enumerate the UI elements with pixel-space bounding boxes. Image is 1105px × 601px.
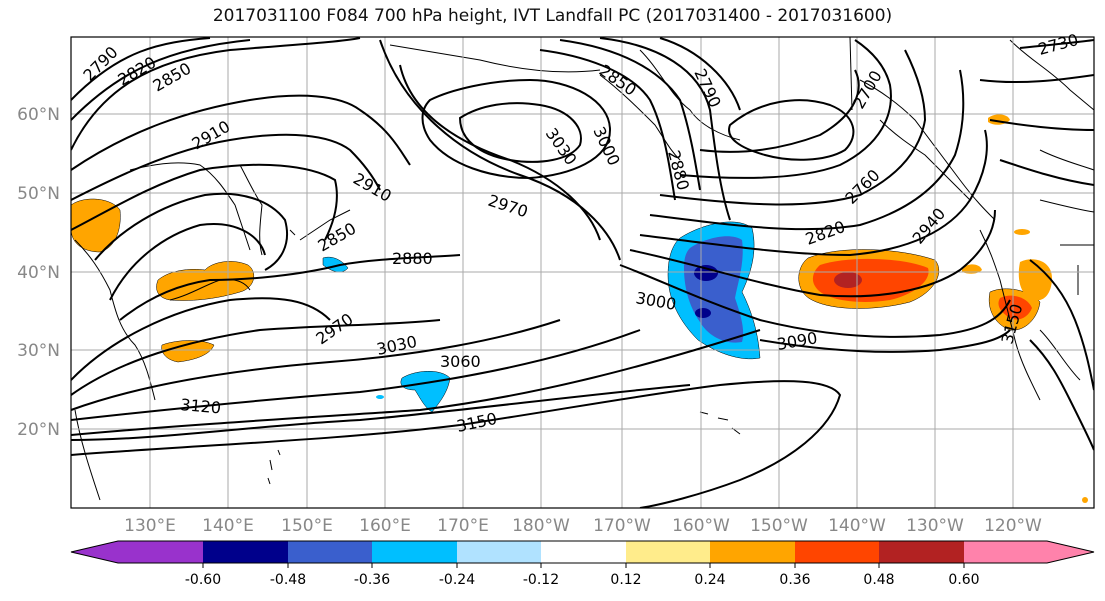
colorbar-segment [372,541,457,563]
map-panel [71,37,1094,508]
contour-label: 3060 [440,352,481,371]
colorbar-tick-label: -0.36 [354,572,390,588]
lon-label: 160°W [672,516,730,536]
lon-label: 150°E [281,516,333,536]
lat-label-60n: 60°N [17,105,60,125]
colorbar-segment [795,541,879,563]
lat-label-50n: 50°N [17,184,60,204]
lat-label-30n: 30°N [17,341,60,361]
lon-label: 150°W [750,516,808,536]
colorbar-segment [626,541,710,563]
lon-label: 140°E [202,516,254,536]
ivt-negative-shading [322,221,761,413]
map-border [70,36,1095,509]
colorbar-tick-label: 0.48 [863,572,894,588]
colorbar-outline [70,540,1095,564]
colorbar-segment [203,541,288,563]
colorbar-over-triangle [1047,541,1094,563]
colorbar-tick-label: 0.12 [610,572,641,588]
lon-label: 160°E [359,516,411,536]
colorbar-tick-label: 0.24 [694,572,725,588]
colorbar-under-triangle [71,541,118,563]
lon-label: 170°W [593,516,651,536]
contour-label: 3120 [180,395,222,417]
longitude-labels: 130°E 140°E 150°E 160°E 170°E 180°W 170°… [124,516,1042,536]
colorbar-segment [118,541,203,563]
map-title: 2017031100 F084 700 hPa height, IVT Land… [212,6,893,26]
colorbar-tick-label: -0.60 [185,572,221,588]
lon-label: 140°W [828,516,886,536]
colorbar-tick-label: 0.60 [948,572,979,588]
colorbar-segment [710,541,795,563]
colorbar-segment [879,541,964,563]
latitude-labels: 60°N 50°N 40°N 30°N 20°N [17,105,60,440]
colorbar-tick-label: -0.24 [439,572,475,588]
colorbar-segment [288,541,372,563]
height-contours [71,37,1094,508]
colorbar: -0.60 -0.48 -0.36 -0.24 -0.12 0.12 0.24 … [70,540,1095,588]
colorbar-tick-label: -0.48 [270,572,306,588]
lon-label: 130°W [906,516,964,536]
colorbar-segment [541,541,626,563]
lon-label: 170°E [437,516,489,536]
contour-label: 2880 [392,249,433,268]
colorbar-tick-label: -0.12 [523,572,559,588]
colorbar-segment [457,541,541,563]
colorbar-tick-label: 0.36 [779,572,810,588]
lat-label-20n: 20°N [17,420,60,440]
lon-label: 130°E [124,516,176,536]
lon-label: 180°W [512,516,570,536]
lon-label: 120°W [984,516,1042,536]
colorbar-segment [964,541,1047,563]
lat-label-40n: 40°N [17,263,60,283]
